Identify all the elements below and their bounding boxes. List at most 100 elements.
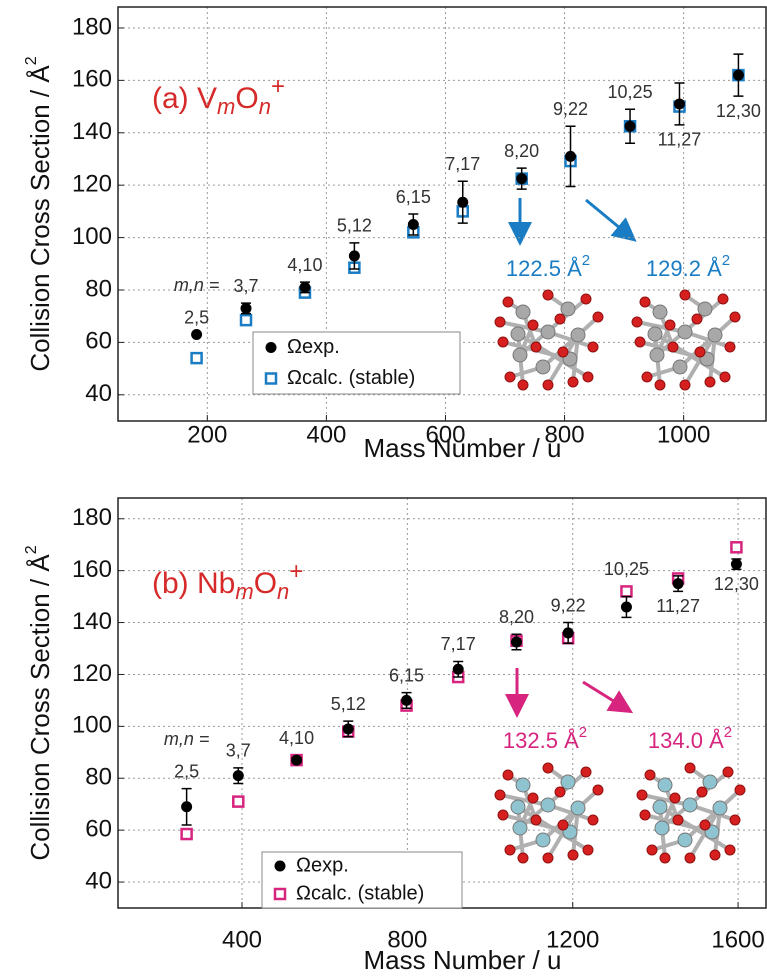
oxygen-atom — [695, 347, 705, 357]
panel-title-part: + — [271, 73, 285, 100]
metal-atom — [513, 348, 527, 362]
metal-atom — [658, 778, 672, 792]
exp-marker — [621, 601, 632, 612]
annotation-text: 129.2 Å — [646, 256, 722, 281]
oxygen-atom — [518, 380, 528, 390]
mn-label: m,n = — [174, 275, 220, 295]
oxygen-atom — [588, 342, 598, 352]
point-label: 4,10 — [279, 728, 314, 748]
metal-atom — [561, 775, 575, 789]
calc-marker — [621, 586, 631, 596]
oxygen-atom — [498, 810, 508, 820]
oxygen-atom — [645, 770, 655, 780]
panel-title-part: O — [254, 567, 277, 600]
point-label: 2,5 — [174, 761, 199, 781]
oxygen-atom — [528, 320, 538, 330]
oxygen-atom — [647, 845, 657, 855]
metal-atom — [511, 800, 525, 814]
point-label: 6,15 — [389, 665, 424, 685]
oxygen-atom — [583, 372, 593, 382]
y-tick-label: 60 — [85, 815, 112, 842]
point-label: 9,22 — [553, 99, 588, 119]
exp-marker — [343, 723, 354, 734]
metal-atom — [683, 798, 697, 812]
calc-marker — [241, 315, 251, 325]
y-tick-label: 160 — [72, 66, 112, 93]
oxygen-atom — [593, 312, 603, 322]
oxygen-atom — [503, 297, 513, 307]
panel-title-part: (b) Nb — [152, 567, 235, 600]
point-label: 4,10 — [287, 255, 322, 275]
oxygen-atom — [495, 790, 505, 800]
oxygen-atom — [543, 380, 553, 390]
point-label: 11,27 — [658, 130, 702, 150]
panel-title-part: m — [235, 579, 253, 604]
exp-marker — [453, 664, 464, 675]
y-tick-label: 80 — [85, 764, 112, 791]
point-label: 10,25 — [604, 559, 649, 579]
exp-marker — [408, 219, 419, 230]
arrow — [586, 200, 632, 238]
legend-marker — [266, 374, 276, 384]
exp-marker — [673, 578, 684, 589]
exp-marker — [516, 173, 527, 184]
annotation-sup: 2 — [582, 252, 590, 269]
calc-marker — [182, 829, 192, 839]
metal-atom — [713, 801, 727, 815]
y-tick-label: 160 — [72, 556, 112, 583]
oxygen-atom — [531, 815, 541, 825]
exp-marker — [291, 755, 302, 766]
oxygen-atom — [543, 290, 553, 300]
oxygen-atom — [495, 317, 505, 327]
oxygen-atom — [730, 815, 740, 825]
y-axis-label-sup: 2 — [23, 56, 40, 65]
oxygen-atom — [720, 372, 730, 382]
point-label: 10,25 — [608, 82, 653, 102]
arrow — [583, 682, 628, 710]
point-label: 12,30 — [716, 101, 761, 121]
y-tick-label: 140 — [72, 118, 112, 145]
oxygen-atom — [685, 763, 695, 773]
point-label: 6,15 — [396, 187, 431, 207]
metal-atom — [536, 360, 550, 374]
metal-atom — [541, 798, 555, 812]
metal-atom — [655, 821, 669, 835]
oxygen-atom — [593, 785, 603, 795]
panel-title-part: m — [217, 94, 235, 119]
x-tick-label: 1000 — [657, 421, 710, 448]
exp-marker — [181, 801, 192, 812]
x-tick-label: 400 — [222, 926, 262, 953]
y-axis-label: Collision Cross Section / Å2 — [23, 56, 55, 371]
y-tick-label: 60 — [85, 328, 112, 355]
legend-label: Ωexp. — [296, 854, 349, 876]
y-tick-label: 120 — [72, 171, 112, 198]
y-tick-label: 140 — [72, 608, 112, 635]
oxygen-atom — [660, 853, 670, 863]
metal-atom — [650, 348, 664, 362]
calc-marker — [233, 797, 243, 807]
legend-label: Ωcalc. (stable) — [287, 367, 415, 389]
metal-atom — [703, 775, 717, 789]
metal-atom — [541, 325, 555, 339]
calc-marker — [192, 353, 202, 363]
point-label: 2,5 — [184, 307, 209, 327]
y-tick-label: 120 — [72, 660, 112, 687]
y-tick-label: 80 — [85, 275, 112, 302]
exp-marker — [674, 98, 685, 109]
x-axis-label: Mass Number / u — [364, 433, 562, 463]
exp-marker — [565, 151, 576, 162]
calc-marker — [731, 542, 741, 552]
oxygen-atom — [503, 770, 513, 780]
point-label: 7,17 — [441, 634, 476, 654]
oxygen-atom — [680, 380, 690, 390]
metal-atom — [536, 833, 550, 847]
metal-atom — [571, 328, 585, 342]
oxygen-atom — [635, 337, 645, 347]
oxygen-atom — [505, 845, 515, 855]
metal-atom — [648, 327, 662, 341]
oxygen-atom — [581, 294, 591, 304]
structure-annotation: 122.5 Å2 — [506, 252, 590, 281]
panel-title-part: n — [277, 579, 289, 604]
oxygen-atom — [725, 845, 735, 855]
oxygen-atom — [583, 845, 593, 855]
